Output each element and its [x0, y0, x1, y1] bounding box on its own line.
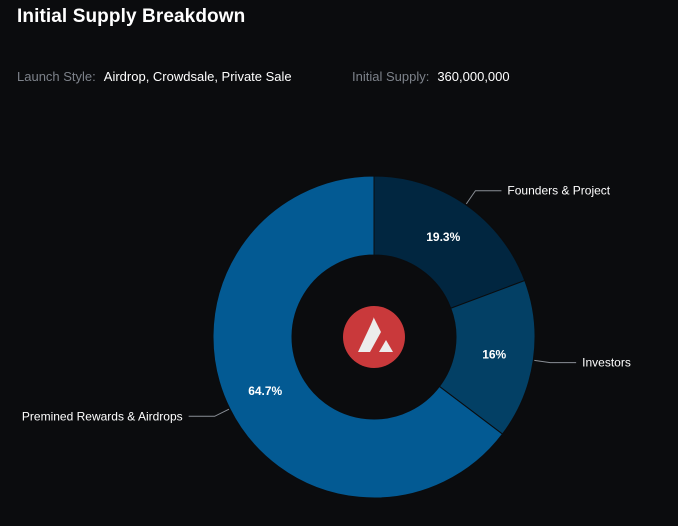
launch-style-label: Launch Style: [17, 69, 96, 84]
slice-value-premined-rewards-airdrops: 64.7% [248, 384, 282, 398]
initial-supply-label: Initial Supply: [352, 69, 430, 84]
initial-supply-value: 360,000,000 [437, 69, 510, 84]
slice-label-founders-project: Founders & Project [507, 184, 610, 198]
slice-founders-project[interactable] [373, 175, 526, 309]
slice-value-investors: 16% [482, 347, 506, 361]
launch-style-value: Airdrop, Crowdsale, Private Sale [103, 69, 292, 84]
leader-line-founders-project [465, 190, 502, 205]
slice-investors[interactable] [438, 279, 536, 435]
leader-line-premined-rewards-airdrops [188, 408, 230, 417]
slice-premined-rewards-airdrops[interactable] [212, 175, 504, 499]
leader-line-investors [534, 359, 577, 364]
slice-label-premined-rewards-airdrops: Premined Rewards & Airdrops [22, 409, 183, 423]
slice-label-investors: Investors [582, 356, 631, 370]
avalanche-logo-icon [343, 306, 405, 368]
slice-value-founders-project: 19.3% [426, 230, 460, 244]
launch-style-info: Launch Style: Airdrop, Crowdsale, Privat… [17, 69, 292, 84]
page-title: Initial Supply Breakdown [17, 6, 246, 27]
initial-supply-info: Initial Supply: 360,000,000 [352, 69, 510, 84]
